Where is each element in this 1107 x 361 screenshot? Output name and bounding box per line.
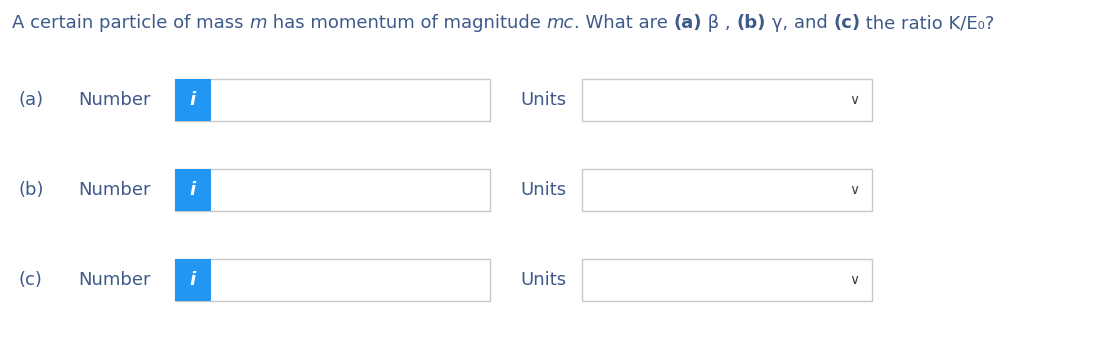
Text: has momentum of magnitude: has momentum of magnitude [267,14,547,32]
FancyBboxPatch shape [582,79,872,121]
Text: i: i [190,271,196,289]
FancyBboxPatch shape [582,259,872,301]
Text: (b): (b) [18,181,43,199]
FancyBboxPatch shape [582,169,872,211]
Text: (a): (a) [18,91,43,109]
Text: m: m [249,14,267,32]
Text: A certain particle of mass: A certain particle of mass [12,14,249,32]
Text: i: i [190,181,196,199]
FancyBboxPatch shape [175,79,211,121]
Text: ∨: ∨ [849,93,859,107]
Text: ∨: ∨ [849,273,859,287]
Text: Units: Units [520,181,566,199]
Text: . What are: . What are [573,14,673,32]
FancyBboxPatch shape [175,259,211,301]
FancyBboxPatch shape [175,169,211,211]
Text: ∨: ∨ [849,183,859,197]
Text: β ,: β , [702,14,736,32]
Text: Units: Units [520,91,566,109]
FancyBboxPatch shape [175,79,490,121]
Text: (a): (a) [673,14,702,32]
Text: mc: mc [547,14,573,32]
FancyBboxPatch shape [175,259,490,301]
Text: (b): (b) [736,14,766,32]
Text: the ratio K/E₀?: the ratio K/E₀? [860,14,994,32]
Text: Number: Number [77,91,151,109]
Text: (c): (c) [18,271,42,289]
Text: Number: Number [77,271,151,289]
Text: γ, and: γ, and [766,14,834,32]
Text: Units: Units [520,271,566,289]
Text: (c): (c) [834,14,860,32]
FancyBboxPatch shape [175,169,490,211]
Text: i: i [190,91,196,109]
Text: Number: Number [77,181,151,199]
